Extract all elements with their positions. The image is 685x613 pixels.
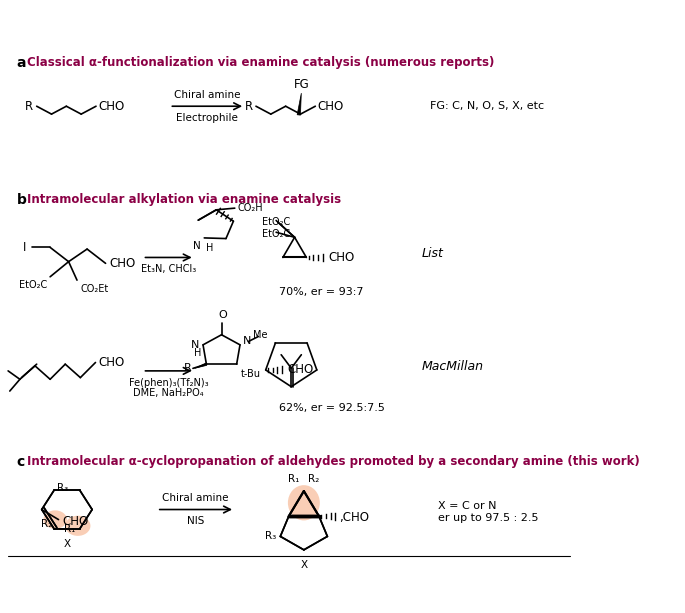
Ellipse shape (65, 516, 90, 536)
Text: CHO: CHO (99, 100, 125, 113)
Text: N: N (243, 337, 252, 346)
Text: CO₂Et: CO₂Et (80, 283, 109, 294)
Text: Chiral amine: Chiral amine (162, 493, 229, 503)
Text: FG: FG (293, 78, 309, 91)
Text: Electrophile: Electrophile (176, 113, 238, 123)
Text: R₃: R₃ (57, 483, 68, 493)
Text: Et₃N, CHCl₃: Et₃N, CHCl₃ (141, 264, 196, 274)
Text: b: b (16, 192, 27, 207)
Text: CHO: CHO (62, 515, 88, 528)
Text: CO₂H: CO₂H (237, 203, 263, 213)
Text: R: R (25, 100, 34, 113)
Text: t-Bu: t-Bu (241, 369, 261, 379)
Text: Chiral amine: Chiral amine (174, 89, 240, 99)
Text: X: X (300, 560, 308, 570)
Text: Fe(phen)₃(Tf₂N)₃: Fe(phen)₃(Tf₂N)₃ (129, 378, 208, 387)
Text: Intramolecular alkylation via enamine catalysis: Intramolecular alkylation via enamine ca… (27, 192, 340, 206)
Text: DME, NaH₂PO₄: DME, NaH₂PO₄ (134, 387, 204, 398)
Text: R₁: R₁ (64, 524, 75, 534)
Text: R₂: R₂ (41, 519, 53, 529)
Text: X: X (63, 539, 71, 549)
Text: N: N (191, 340, 199, 350)
Text: I: I (23, 241, 27, 254)
Text: c: c (16, 455, 25, 469)
Text: CHO: CHO (109, 257, 135, 270)
Text: N: N (193, 242, 201, 251)
Text: List: List (421, 247, 443, 260)
Text: FG: C, N, O, S, X, etc: FG: C, N, O, S, X, etc (430, 101, 544, 111)
Text: CHO: CHO (318, 100, 344, 113)
Text: CHO: CHO (288, 364, 314, 376)
Text: ,CHO: ,CHO (339, 511, 369, 524)
Text: 62%, er = 92.5:7.5: 62%, er = 92.5:7.5 (279, 403, 384, 413)
Text: H: H (206, 243, 213, 253)
Text: CHO: CHO (99, 356, 125, 369)
Text: R₂: R₂ (308, 474, 319, 484)
Text: R: R (184, 364, 191, 373)
Text: Me: Me (253, 330, 268, 340)
Text: EtO₂C: EtO₂C (262, 217, 290, 227)
Ellipse shape (288, 485, 320, 520)
Ellipse shape (43, 511, 67, 529)
Text: R: R (245, 100, 253, 113)
Text: R₃: R₃ (265, 531, 276, 541)
Text: X = C or N
er up to 97.5 : 2.5: X = C or N er up to 97.5 : 2.5 (438, 501, 539, 523)
Text: Classical α-functionalization via enamine catalysis (numerous reports): Classical α-functionalization via enamin… (27, 56, 494, 69)
Text: NIS: NIS (187, 516, 204, 526)
Text: MacMillan: MacMillan (421, 360, 484, 373)
Text: 70%, er = 93:7: 70%, er = 93:7 (279, 287, 363, 297)
Text: CHO: CHO (328, 251, 354, 264)
Polygon shape (297, 93, 301, 115)
Text: EtO₂C: EtO₂C (262, 229, 290, 239)
Text: R₁: R₁ (288, 474, 299, 484)
Polygon shape (195, 363, 207, 368)
Text: O: O (219, 310, 227, 319)
Text: a: a (16, 56, 26, 70)
Text: Intramolecular α-cyclopropanation of aldehydes promoted by a secondary amine (th: Intramolecular α-cyclopropanation of ald… (27, 455, 639, 468)
Text: EtO₂C: EtO₂C (18, 280, 47, 290)
Text: H: H (194, 348, 201, 358)
